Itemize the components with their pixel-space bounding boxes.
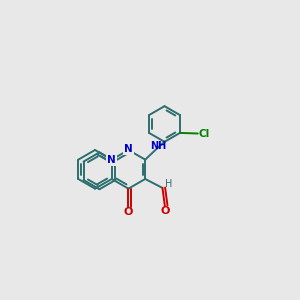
Text: O: O — [124, 207, 133, 218]
Text: Cl: Cl — [199, 128, 210, 139]
Text: NH: NH — [151, 141, 167, 151]
Text: H: H — [165, 179, 173, 189]
Text: N: N — [107, 155, 116, 165]
Text: N: N — [124, 144, 133, 154]
Text: O: O — [160, 206, 170, 216]
